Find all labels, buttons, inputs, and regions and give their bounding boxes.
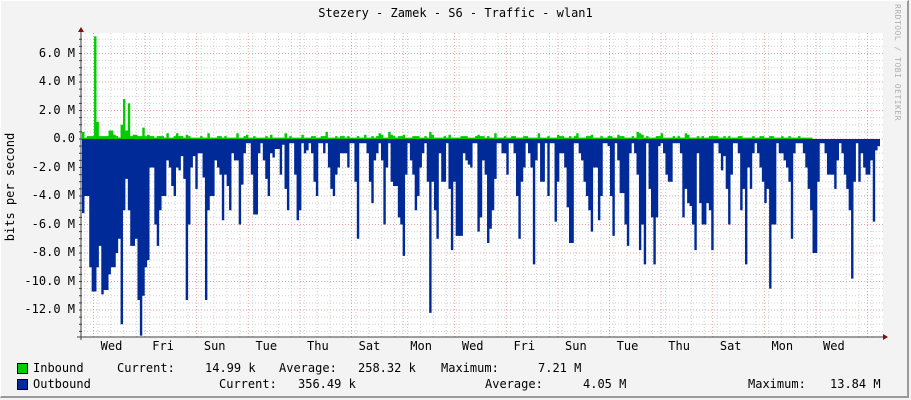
y-tick-label: -2.0 M [31,159,75,174]
inbound-average-label: Average: [279,361,337,375]
y-tick-label: 0.0 [53,131,75,145]
x-tick-label: Tue [255,339,278,353]
inbound-current-label: Current: [117,361,175,375]
y-tick-label: -8.0 M [31,245,75,259]
outbound-swatch [17,379,28,390]
x-tick-label: Sat [358,339,381,353]
x-tick-label: Fri [513,339,536,353]
x-tick-label: Wed [100,339,123,353]
inbound-swatch [17,363,28,374]
y-tick-label: -10.0 M [24,273,75,288]
x-tick-label: Thu [307,339,329,353]
x-tick-label: Sat [719,339,742,353]
x-tick-label: Tue [616,339,639,353]
rrdtool-watermark: RRDTOOL / TOBI OETIKER [893,4,902,121]
outbound-average-value: 4.05 M [583,377,627,391]
x-tick-label: Thu [668,339,690,353]
outbound-maximum-label: Maximum: [748,377,806,391]
inbound-current-value: 14.99 k [205,361,256,375]
x-tick-label: Sun [565,339,587,353]
x-tick-label: Fri [152,339,174,353]
outbound-average-label: Average: [485,377,543,391]
y-tick-label: 4.0 M [38,74,75,88]
inbound-maximum-label: Maximum: [441,361,499,375]
outbound-current-label: Current: [219,377,277,391]
outbound-current-value: 356.49 k [298,377,356,391]
y-tick-label: 6.0 M [38,45,75,60]
inbound-maximum-value: 7.21 M [538,361,582,375]
x-tick-label: Sun [203,339,226,353]
outbound-maximum-value: 13.84 M [830,377,881,391]
y-tick-label: -4.0 M [31,188,75,202]
outbound-area [82,139,880,336]
x-tick-label: Wed [461,339,484,353]
x-tick-label: Wed [823,339,845,353]
graph-title: Stezery - Zamek - S6 - Traffic - wlan1 [318,6,593,20]
y-tick-label: -6.0 M [31,216,75,231]
y-tick-label: 2.0 M [38,102,75,117]
inbound-average-value: 258.32 k [358,361,416,375]
x-tick-label: Mon [771,339,794,353]
y-tick-label: -12.0 M [24,302,75,316]
x-tick-label: Mon [410,339,432,353]
inbound-label: Inbound [33,361,84,375]
outbound-label: Outbound [33,377,91,391]
